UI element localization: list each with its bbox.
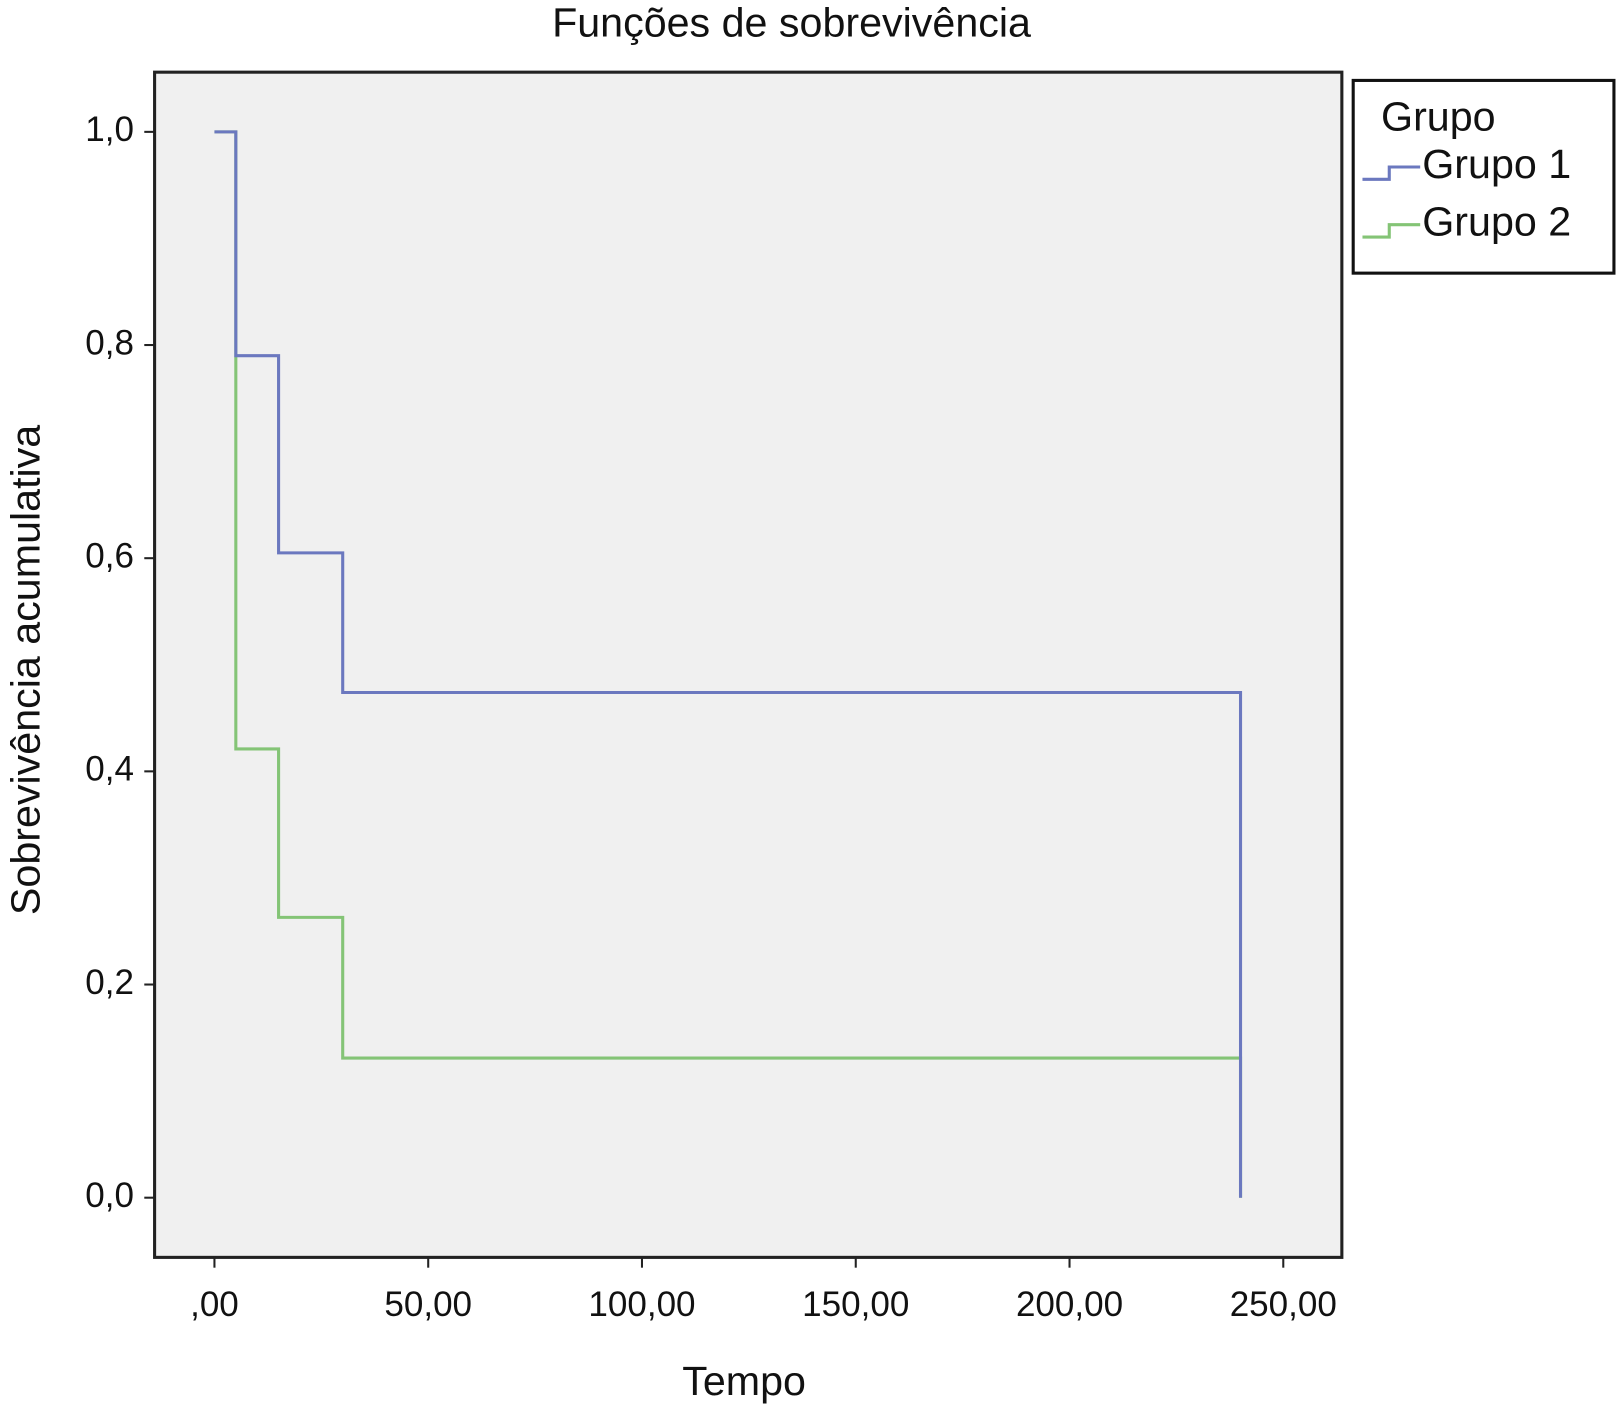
legend-swatch [1362,165,1421,181]
y-tick-label: 0,4 [85,750,134,789]
legend-label: Grupo 1 [1422,141,1571,187]
legend-label: Grupo 2 [1422,199,1571,245]
x-tick-label: 250,00 [1230,1285,1337,1324]
y-axis-label: Sobrevivência acumulativa [3,425,49,915]
y-tick-label: 0,0 [85,1176,134,1215]
y-tick-label: 0,8 [85,323,134,362]
legend-title: Grupo [1381,93,1496,139]
legend-swatch [1362,223,1421,239]
x-tick-label: ,00 [190,1285,239,1324]
x-tick-label: 150,00 [802,1285,909,1324]
plot-area [153,70,1344,1259]
x-tick-label: 200,00 [1016,1285,1123,1324]
y-tick-label: 1,0 [85,110,134,149]
legend [1351,78,1616,275]
x-tick-label: 100,00 [588,1285,695,1324]
x-tick-label: 50,00 [384,1285,472,1324]
survival-line [214,130,1243,1198]
x-axis-label: Tempo [682,1358,806,1404]
y-tick-label: 0,2 [85,963,134,1002]
chart-title: Funções de sobrevivência [552,0,1031,46]
y-tick-label: 0,6 [85,536,134,575]
